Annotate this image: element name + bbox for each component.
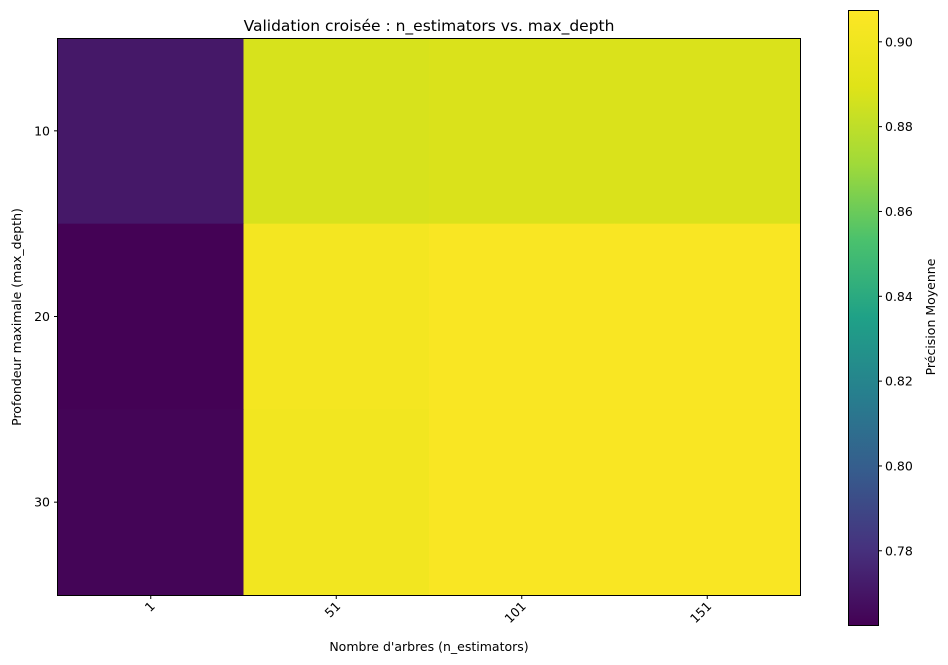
- x-tick-label: 51: [322, 599, 344, 621]
- y-axis-label: Profondeur maximale (max_depth): [9, 208, 24, 426]
- colorbar-tick-label: 0.80: [885, 458, 913, 473]
- x-tick-label: 151: [687, 599, 714, 626]
- y-tick-label: 10: [34, 123, 50, 138]
- heatmap-cell: [429, 409, 615, 596]
- colorbar-tick-label: 0.84: [885, 289, 913, 304]
- heatmap-cell: [243, 409, 430, 596]
- colorbar-frame: [848, 10, 879, 626]
- colorbar-label: Précision Moyenne: [923, 258, 938, 375]
- heatmap-cell: [614, 409, 801, 596]
- y-axis: 10 20 30: [34, 123, 58, 510]
- heatmap-cell: [58, 223, 244, 410]
- colorbar-tick-label: 0.82: [885, 374, 913, 389]
- heatmap-cell: [58, 38, 244, 225]
- heatmap-cell: [614, 223, 801, 410]
- colorbar-tick-label: 0.88: [885, 119, 913, 134]
- chart-title: Validation croisée : n_estimators vs. ma…: [244, 17, 615, 36]
- y-tick-label: 20: [34, 309, 50, 324]
- x-tick-label: 101: [501, 599, 528, 626]
- colorbar-tick-label: 0.78: [885, 543, 913, 558]
- x-axis: 1 51 101 151: [142, 595, 714, 626]
- y-tick-label: 30: [34, 495, 50, 510]
- heatmap-cell: [429, 38, 615, 225]
- colorbar: [848, 10, 878, 625]
- x-axis-label: Nombre d'arbres (n_estimators): [329, 639, 528, 654]
- heatmap-cells: [58, 38, 801, 596]
- heatmap-cell: [429, 223, 615, 410]
- x-tick-label: 1: [142, 599, 158, 615]
- heatmap-cell: [614, 38, 801, 225]
- colorbar-axis: 0.78 0.80 0.82 0.84 0.86 0.88 0.90: [878, 34, 913, 558]
- colorbar-tick-label: 0.90: [885, 34, 913, 49]
- heatmap-cell: [243, 38, 430, 225]
- colorbar-tick-label: 0.86: [885, 204, 913, 219]
- heatmap-cell: [243, 223, 430, 410]
- heatmap-cell: [58, 409, 244, 596]
